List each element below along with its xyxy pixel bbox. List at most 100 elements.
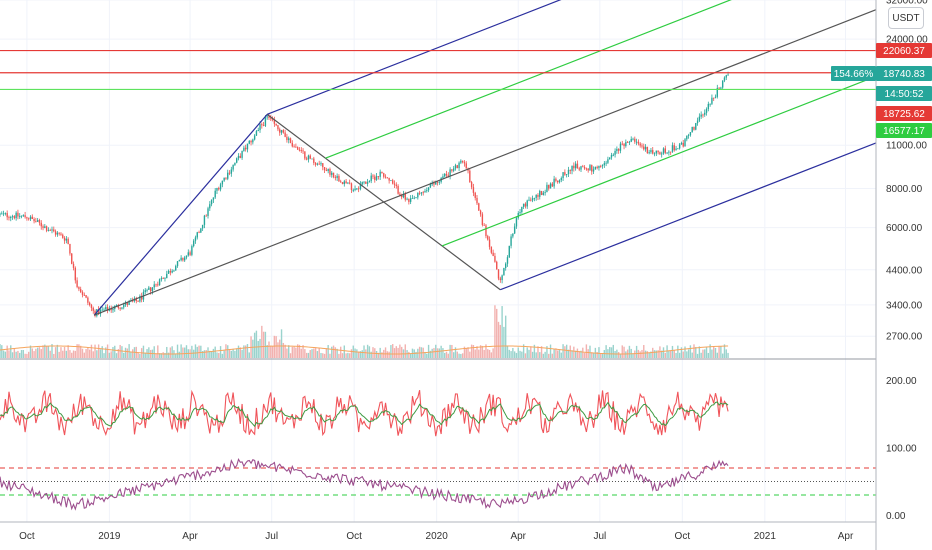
volume-bar-69	[123, 352, 125, 358]
candle-body-89	[158, 279, 161, 286]
volume-bar-203	[363, 345, 365, 358]
candle-body-266	[476, 197, 478, 204]
volume-bar-1	[1, 345, 3, 358]
candle-body-196	[350, 183, 353, 190]
volume-bar-365	[653, 350, 656, 358]
candle-body-299	[535, 195, 537, 198]
volume-bar-293	[524, 353, 527, 358]
candle-body-195	[348, 182, 351, 184]
candle-body-187	[334, 177, 337, 178]
candle-body-24	[42, 226, 44, 228]
candle-body-193	[345, 181, 347, 184]
volume-bar-92	[164, 352, 166, 358]
volume-bar-351	[628, 345, 631, 358]
candle-body-283	[506, 257, 509, 264]
candle-body-194	[347, 182, 349, 184]
volume-bar-272	[487, 349, 489, 358]
candle-body-265	[474, 192, 476, 198]
candle-body-184	[329, 169, 331, 175]
volume-bar-405	[725, 349, 727, 358]
volume-bar-329	[589, 345, 591, 358]
volume-bar-318	[569, 345, 571, 358]
candle-body-281	[503, 268, 505, 276]
volume-bar-72	[128, 344, 130, 358]
volume-bar-112	[200, 345, 202, 358]
candle-body-303	[542, 192, 545, 195]
candle-body-179	[320, 163, 322, 165]
candle-body-35	[62, 234, 64, 238]
candle-body-263	[470, 182, 473, 188]
volume-bar-328	[587, 349, 589, 358]
price-tick-label-1: 24000.00	[886, 35, 928, 46]
volume-bar-201	[359, 351, 362, 358]
candle-body-172	[307, 155, 310, 160]
candle-body-367	[657, 150, 659, 153]
candle-body-95	[169, 270, 172, 273]
candle-body-406	[727, 74, 729, 76]
volume-bar-301	[539, 352, 541, 358]
volume-bar-298	[533, 344, 536, 358]
candle-body-147	[262, 125, 265, 127]
candle-body-182	[325, 170, 328, 171]
candle-body-213	[381, 171, 383, 174]
price-tag-box-2	[876, 66, 932, 81]
volume-bar-73	[130, 352, 132, 358]
volume-bar-188	[336, 348, 338, 358]
volume-bar-210	[375, 350, 378, 358]
candle-body-344	[616, 148, 618, 151]
volume-bar-331	[592, 353, 595, 358]
volume-bar-260	[465, 348, 467, 358]
candle-body-205	[366, 182, 369, 184]
candle-body-212	[379, 171, 381, 177]
volume-bar-355	[635, 345, 638, 358]
candle-body-206	[368, 180, 371, 183]
volume-bar-158	[282, 342, 285, 358]
candle-body-262	[469, 170, 471, 183]
volume-bar-165	[295, 347, 297, 358]
candle-body-270	[483, 224, 485, 226]
volume-bar-163	[291, 346, 293, 358]
volume-bar-3	[4, 351, 7, 358]
volume-bar-208	[372, 347, 374, 358]
volume-bar-86	[153, 346, 155, 358]
volume-bar-256	[458, 353, 460, 358]
candle-body-101	[180, 257, 182, 261]
volume-bar-388	[695, 347, 697, 358]
volume-bar-116	[207, 347, 209, 358]
volume-bar-397	[711, 349, 713, 358]
volume-bar-65	[115, 353, 118, 358]
volume-bar-263	[470, 344, 473, 358]
candle-body-134	[239, 155, 241, 158]
volume-bar-20	[35, 348, 37, 358]
candle-body-223	[399, 193, 401, 196]
candle-body-146	[261, 124, 263, 126]
candle-body-342	[612, 154, 614, 156]
volume-bar-119	[212, 348, 215, 358]
candle-body-132	[236, 158, 238, 163]
candle-body-326	[583, 167, 586, 169]
volume-bar-187	[334, 347, 337, 358]
volume-bar-35	[62, 350, 64, 358]
candle-body-168	[300, 150, 302, 151]
candle-body-19	[33, 218, 35, 222]
candle-body-378	[677, 148, 679, 150]
volume-bar-108	[192, 349, 195, 358]
candle-body-219	[392, 180, 394, 184]
candle-body-59	[105, 307, 107, 310]
volume-bar-28	[49, 350, 51, 358]
volume-bar-29	[51, 344, 53, 358]
volume-bar-399	[714, 347, 717, 358]
candle-body-1	[1, 213, 3, 215]
candle-body-74	[132, 300, 134, 302]
candle-body-133	[237, 155, 240, 159]
candle-body-144	[257, 130, 259, 132]
volume-bar-58	[103, 353, 105, 358]
volume-bar-48	[85, 349, 87, 358]
candle-body-358	[641, 145, 643, 147]
candle-body-271	[485, 225, 487, 237]
volume-bar-53	[94, 344, 96, 358]
candle-body-293	[524, 203, 527, 207]
currency-button[interactable]: USDT	[888, 7, 924, 29]
candle-body-336	[601, 165, 604, 167]
volume-bar-382	[684, 346, 686, 358]
